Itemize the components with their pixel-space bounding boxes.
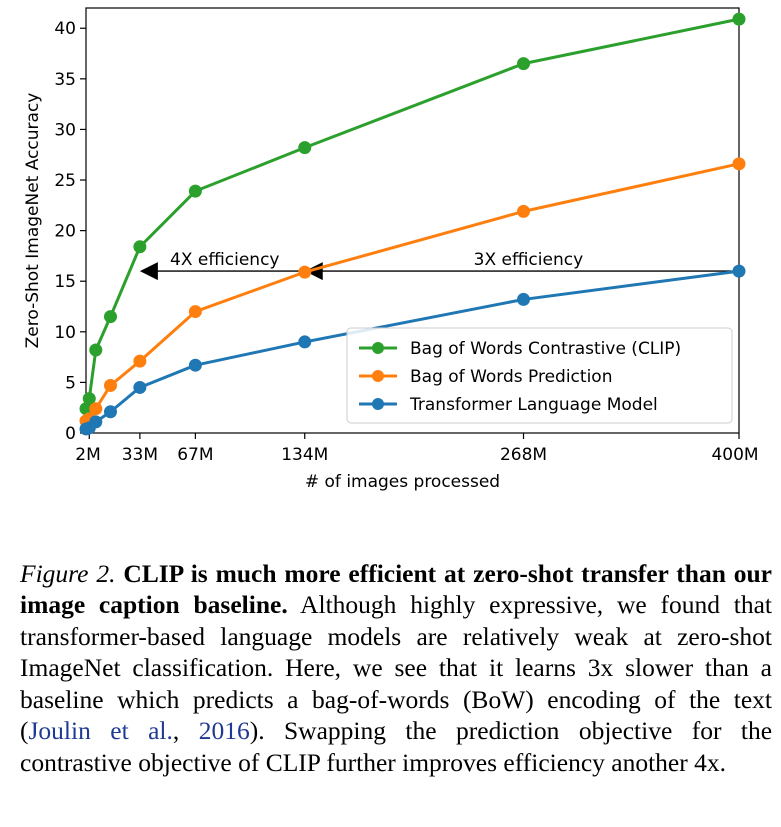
efficiency-label: 3X efficiency [474, 250, 583, 270]
data-point [82, 392, 96, 406]
caption-bold-title: CLIP is much more efficient at zero-shot… [20, 558, 772, 620]
data-point [188, 184, 202, 198]
y-tick-label: 25 [54, 171, 76, 191]
legend-label: Bag of Words Prediction [410, 367, 612, 387]
efficiency-label: 4X efficiency [170, 250, 279, 270]
data-point [732, 12, 746, 26]
legend-swatch-marker [372, 398, 384, 410]
legend-box [346, 327, 733, 424]
data-point [133, 380, 147, 394]
chart: 0 5 10 15 20 25 30 35 40 2M 33M 67M 134M 268M 400M # of… [23, 7, 759, 492]
y-tick-label: 5 [65, 373, 76, 393]
y-tick-label: 0 [65, 424, 76, 444]
data-point [517, 204, 531, 218]
efficiency-arrow-head [139, 262, 158, 281]
data-point [298, 335, 312, 349]
plot-frame [85, 7, 740, 434]
data-point [89, 415, 103, 429]
legend-swatch-marker [372, 370, 384, 382]
legend-label: Transformer Language Model [409, 395, 658, 415]
y-tick-label: 20 [54, 222, 76, 242]
data-point [298, 265, 312, 279]
data-point [103, 405, 117, 419]
citation-separator: , [172, 716, 199, 745]
data-point [517, 57, 531, 71]
figure-caption: Figure 2. CLIP is much more efficient at… [20, 558, 772, 779]
legend-label: Bag of Words Contrastive (CLIP) [410, 339, 681, 359]
data-point [103, 378, 117, 392]
caption-body-end: ). Swapping the prediction objective for… [20, 716, 773, 777]
data-point [517, 292, 531, 306]
y-tick-label: 10 [54, 323, 76, 343]
y-tick-label: 40 [54, 19, 76, 39]
data-point [732, 264, 746, 278]
x-tick-label: 67M [177, 445, 213, 465]
caption-label: Figure 2. [20, 558, 116, 588]
caption-body: Although highly expressive, we found tha… [20, 590, 772, 745]
chart-svg: 0 5 10 15 20 25 30 35 40 2M 33M 67M 134M 268M 400M # of… [23, 7, 759, 492]
citation-author-link[interactable]: Joulin et al. [28, 716, 173, 745]
data-point [732, 157, 746, 171]
x-tick-label: 33M [122, 445, 158, 465]
y-axis-title: Zero-Shot ImageNet Accuracy [23, 93, 43, 349]
data-point [188, 358, 202, 372]
data-point [188, 305, 202, 319]
data-point [89, 343, 103, 357]
y-tick-label: 15 [54, 272, 76, 292]
x-tick-label: 2M [75, 445, 100, 465]
legend-swatch-marker [372, 342, 384, 354]
data-point [133, 240, 147, 254]
y-tick-label: 30 [54, 120, 76, 140]
data-point [89, 402, 103, 416]
data-point [133, 354, 147, 368]
x-tick-label: 134M [281, 445, 328, 465]
x-axis-title: # of images processed [305, 472, 500, 492]
data-point [298, 141, 312, 155]
citation-year-link[interactable]: 2016 [198, 716, 250, 745]
x-tick-label: 268M [500, 445, 547, 465]
data-point [103, 310, 117, 324]
y-tick-label: 35 [54, 70, 76, 90]
x-tick-label: 400M [711, 445, 758, 465]
